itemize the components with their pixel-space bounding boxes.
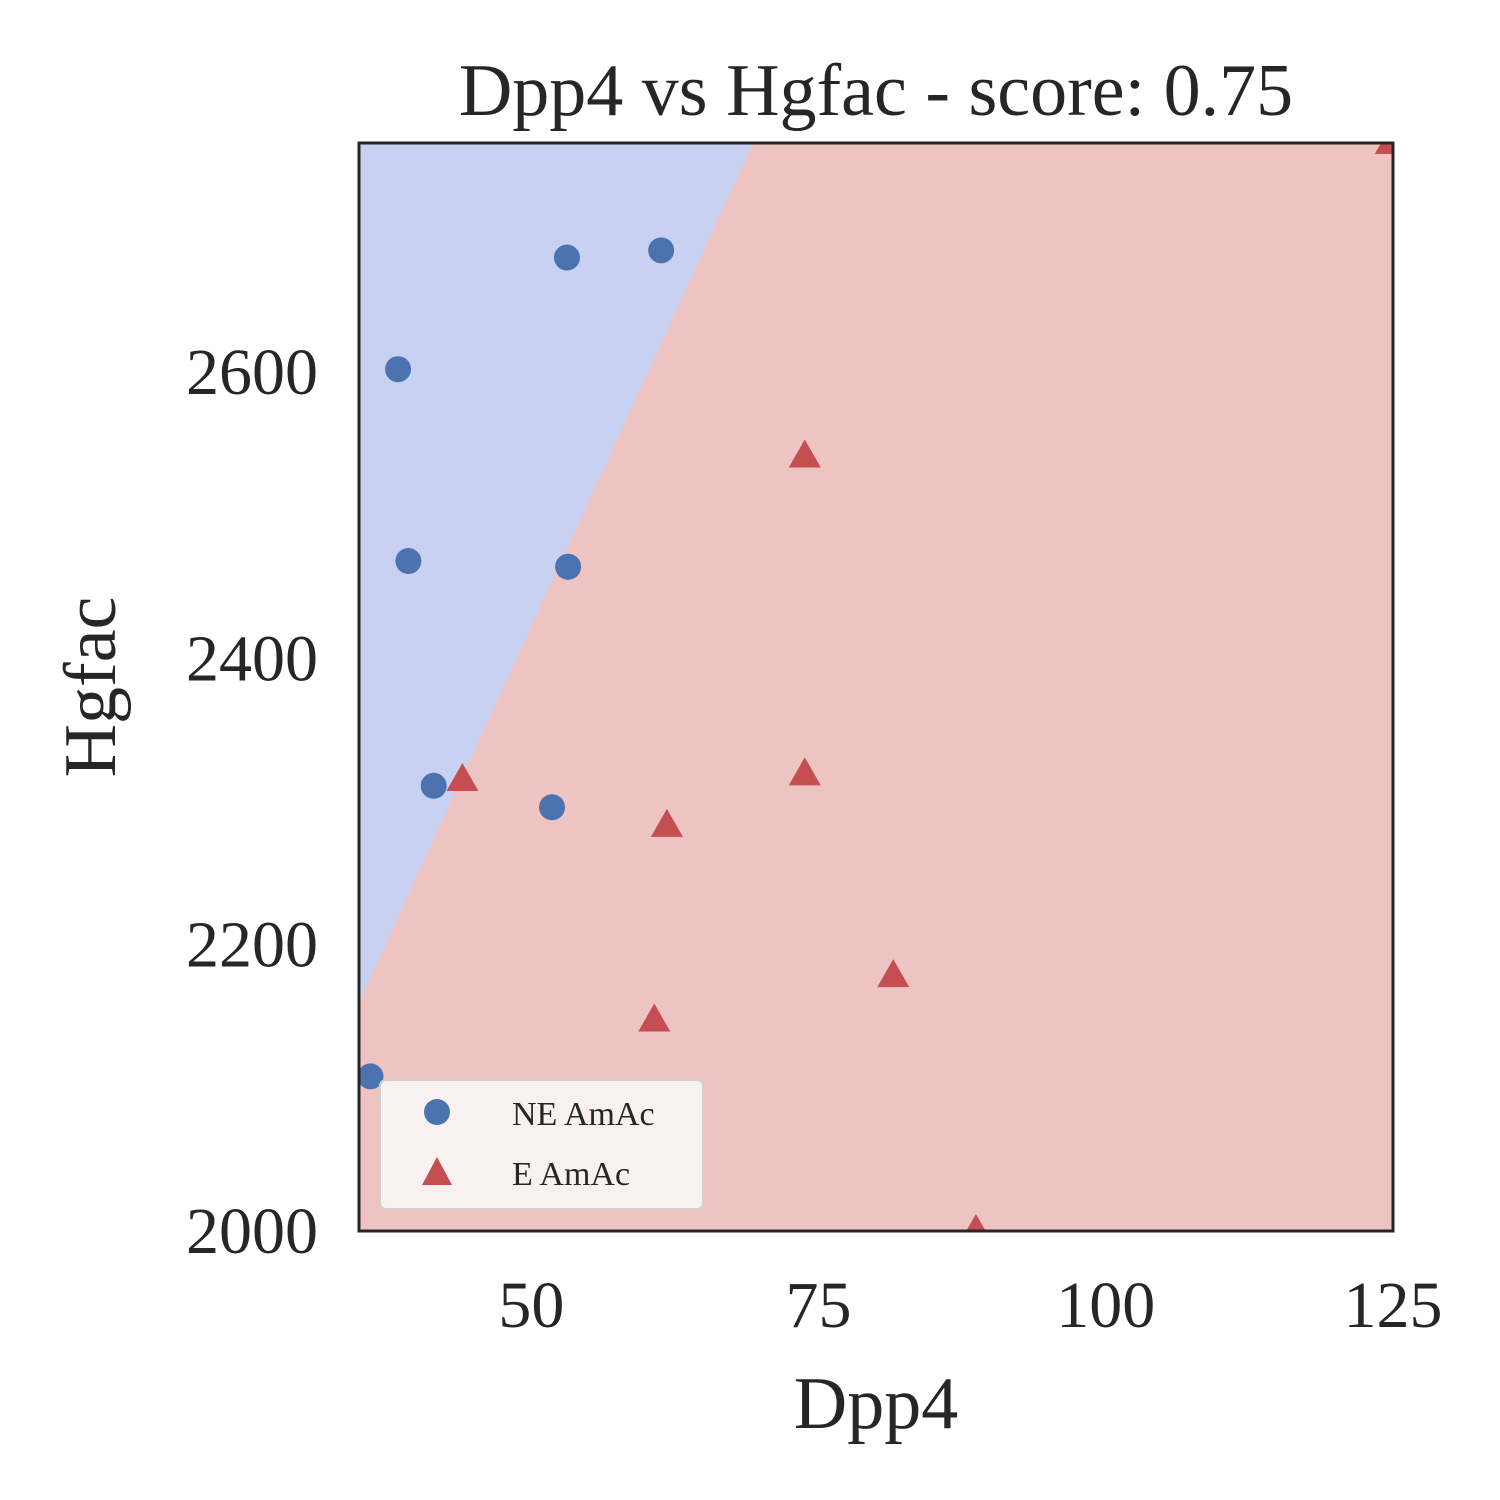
y-tick-label-2200: 2200 — [186, 909, 318, 982]
y-axis-ticks: 2000 2200 2400 2600 — [186, 336, 318, 1268]
point-e-amac-1 — [446, 763, 479, 792]
y-tick-label-2400: 2400 — [186, 622, 318, 695]
point-e-amac-3 — [650, 808, 683, 837]
point-e-amac-5 — [638, 1003, 671, 1032]
y-axis-label: Hgfac — [50, 597, 132, 778]
x-axis-ticks: 50 75 100 125 — [498, 1269, 1442, 1342]
point-e-amac-7 — [1374, 143, 1393, 154]
x-tick-label-75: 75 — [786, 1269, 852, 1342]
point-ne-amac-7 — [359, 1063, 384, 1090]
point-ne-amac-5 — [420, 772, 447, 799]
y-tick-label-2600: 2600 — [186, 336, 318, 409]
legend-box — [379, 1079, 704, 1210]
legend-marker-ne-amac — [424, 1099, 450, 1125]
point-ne-amac-2 — [385, 356, 412, 383]
legend: NE AmAc E AmAc — [379, 1079, 704, 1210]
x-axis-label: Dpp4 — [794, 1363, 958, 1445]
point-ne-amac-1 — [648, 237, 675, 264]
plot-area — [359, 143, 1393, 1231]
axes-frame — [357, 141, 1395, 1233]
point-e-amac-0 — [788, 439, 821, 468]
point-ne-amac-0 — [553, 244, 580, 271]
y-tick-label-2000: 2000 — [186, 1195, 318, 1268]
legend-marker-e-amac — [422, 1157, 452, 1185]
x-tick-label-100: 100 — [1056, 1269, 1155, 1342]
point-ne-amac-3 — [395, 548, 422, 575]
legend-label-e-amac: E AmAc — [512, 1156, 630, 1193]
point-ne-amac-4 — [555, 553, 582, 580]
markers-layer — [359, 143, 1393, 1231]
point-e-amac-4 — [877, 959, 910, 988]
point-ne-amac-6 — [539, 794, 566, 821]
point-e-amac-6 — [966, 1214, 986, 1231]
point-e-amac-2 — [788, 757, 821, 786]
x-tick-label-125: 125 — [1344, 1269, 1443, 1342]
x-tick-label-50: 50 — [498, 1269, 564, 1342]
chart-title: Dpp4 vs Hgfac - score: 0.75 — [459, 50, 1293, 132]
legend-label-ne-amac: NE AmAc — [512, 1096, 655, 1133]
